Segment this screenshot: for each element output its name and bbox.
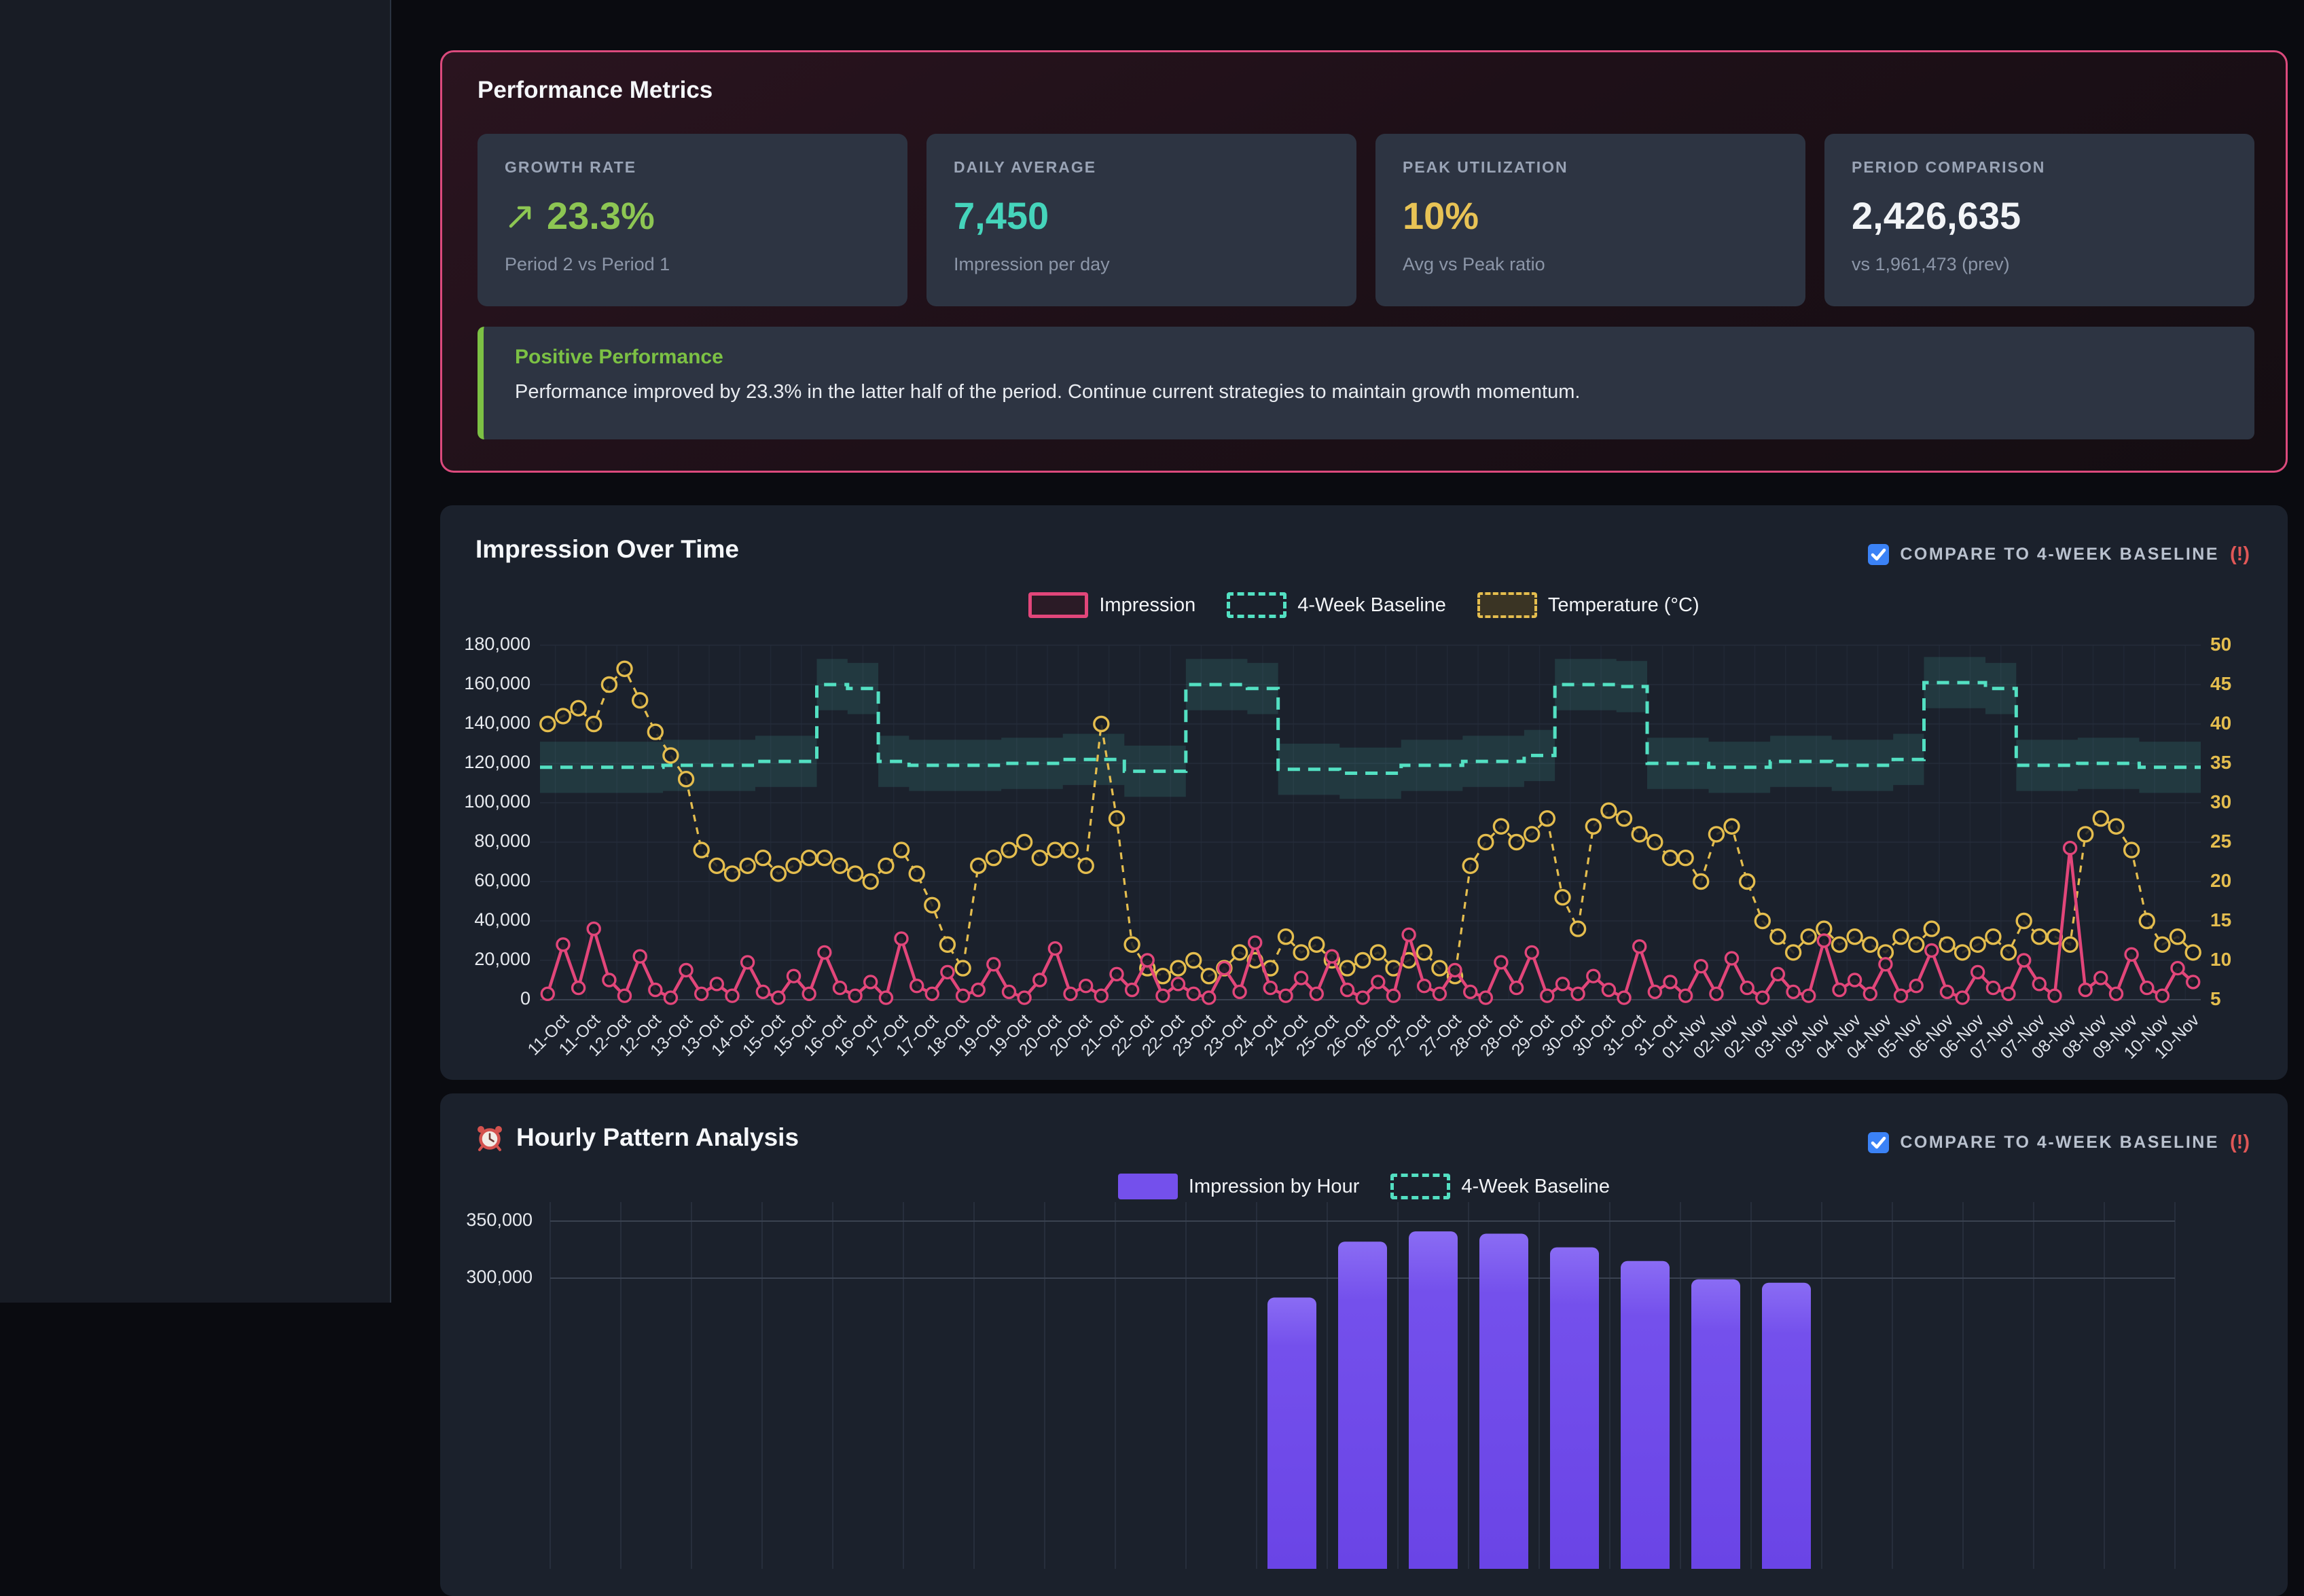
y-axis-left-tick: 160,000 — [464, 673, 530, 693]
y-axis-right-tick: 40 — [2210, 712, 2232, 733]
y-axis-right-tick: 5 — [2210, 988, 2221, 1009]
metric-value-text: 2,426,635 — [1852, 194, 2021, 237]
y-axis-right-tick: 10 — [2210, 949, 2232, 970]
impression-chart-legend: Impression 4-Week Baseline Temperature (… — [440, 592, 2288, 618]
metric-subtext: Avg vs Peak ratio — [1403, 254, 1545, 274]
y-axis-left-tick: 40,000 — [474, 909, 530, 930]
y-axis-right-tick: 20 — [2210, 870, 2232, 891]
y-axis-left-tick: 120,000 — [464, 752, 530, 772]
metric-value: 7,450 — [954, 197, 1329, 235]
metric-label: PEAK UTILIZATION — [1403, 158, 1568, 176]
metric-subtext: Impression per day — [954, 254, 1110, 274]
legend-item-impression: Impression — [1028, 592, 1195, 618]
hourly-pattern-card: Hourly Pattern Analysis COMPARE TO 4-WEE… — [440, 1093, 2288, 1596]
temperature-swatch — [1477, 592, 1537, 618]
hour-bar — [1621, 1261, 1670, 1569]
left-sidebar — [0, 0, 391, 1303]
legend-item-baseline: 4-Week Baseline — [1390, 1174, 1610, 1199]
compare-baseline-alert: (!) — [2230, 543, 2250, 565]
legend-label: Temperature (°C) — [1547, 594, 1699, 616]
performance-metrics-card: Performance Metrics GROWTH RATE 23.3% Pe… — [440, 50, 2288, 473]
y-axis-right-tick: 15 — [2210, 909, 2232, 930]
compare-baseline-alert: (!) — [2230, 1131, 2250, 1153]
compare-baseline-label: COMPARE TO 4-WEEK BASELINE — [1900, 1133, 2220, 1152]
impression-over-time-card: Impression Over Time COMPARE TO 4-WEEK B… — [440, 505, 2288, 1080]
y-axis-right-tick: 45 — [2210, 673, 2232, 694]
positive-performance-callout: Positive Performance Performance improve… — [478, 327, 2254, 439]
compare-baseline-control[interactable]: COMPARE TO 4-WEEK BASELINE (!) — [1868, 543, 2250, 566]
hour-bar — [1409, 1231, 1458, 1569]
y-axis-left-tick: 20,000 — [474, 949, 530, 969]
legend-label: 4-Week Baseline — [1461, 1175, 1610, 1197]
metric-subtext: vs 1,961,473 (prev) — [1852, 254, 2010, 274]
check-icon — [1871, 548, 1886, 561]
y-axis-left-tick: 100,000 — [464, 791, 530, 812]
y-axis-left-tick: 80,000 — [474, 831, 530, 851]
metric-label: DAILY AVERAGE — [954, 158, 1097, 176]
hourly-chart-legend: Impression by Hour 4-Week Baseline — [440, 1174, 2288, 1199]
y-axis-right-tick: 50 — [2210, 634, 2232, 655]
hour-bar — [1479, 1233, 1528, 1569]
trend-up-arrow-icon — [509, 206, 531, 228]
y-axis-left-tick: 180,000 — [464, 634, 530, 654]
alarm-clock-icon — [478, 1126, 502, 1151]
y-axis-right-tick: 25 — [2210, 831, 2232, 852]
metric-subtext: Period 2 vs Period 1 — [505, 254, 670, 274]
baseline-swatch — [1227, 592, 1287, 618]
metric-value-text: 7,450 — [954, 194, 1049, 237]
hour-bar — [1338, 1241, 1387, 1569]
x-axis-labels: 11-Oct 11-Oct 12-Oct 12-Oct 13-Oct 13-Oct 14-O… — [524, 1005, 2203, 1093]
callout-body: Performance improved by 23.3% in the lat… — [515, 381, 1581, 403]
metric-value: 10% — [1403, 197, 1778, 235]
legend-label: Impression — [1099, 594, 1196, 616]
metric-card-growth-rate: GROWTH RATE 23.3% Period 2 vs Period 1 — [478, 134, 907, 306]
metric-cards-row: GROWTH RATE 23.3% Period 2 vs Period 1 D… — [478, 134, 2254, 306]
hourly-chart-title-text: Hourly Pattern Analysis — [516, 1123, 799, 1151]
check-icon — [1871, 1136, 1886, 1149]
compare-baseline-checkbox[interactable] — [1868, 1132, 1890, 1153]
legend-item-impression-by-hour: Impression by Hour — [1117, 1174, 1360, 1199]
y-axis-tick: 350,000 — [466, 1210, 533, 1230]
metric-value: 2,426,635 — [1852, 197, 2227, 235]
hourly-chart-title: Hourly Pattern Analysis — [475, 1123, 799, 1152]
y-axis-left-tick: 60,000 — [474, 870, 530, 890]
y-axis-left-tick: 140,000 — [464, 712, 530, 733]
y-axis-tick: 300,000 — [466, 1267, 533, 1287]
metric-label: PERIOD COMPARISON — [1852, 158, 2046, 176]
compare-baseline-label: COMPARE TO 4-WEEK BASELINE — [1900, 545, 2220, 564]
hour-bar — [1267, 1297, 1316, 1569]
compare-baseline-control[interactable]: COMPARE TO 4-WEEK BASELINE (!) — [1868, 1131, 2250, 1154]
metric-value-text: 10% — [1403, 194, 1479, 237]
impression-time-series-plot: 180,000 50 160,000 45 140,000 40 120,000 35 100,… — [464, 634, 2231, 1063]
metric-value-text: 23.3% — [547, 194, 655, 237]
legend-item-temperature: Temperature (°C) — [1477, 592, 1699, 618]
performance-metrics-title: Performance Metrics — [478, 77, 713, 103]
y-axis-right-tick: 30 — [2210, 791, 2232, 812]
compare-baseline-checkbox[interactable] — [1868, 544, 1890, 565]
metric-value: 23.3% — [505, 197, 880, 235]
hour-bar — [1762, 1282, 1811, 1569]
hour-bar — [1691, 1279, 1740, 1569]
baseline-swatch — [1390, 1174, 1451, 1199]
hourly-bar-plot: 350,000 300,000 — [466, 1202, 2176, 1569]
legend-label: Impression by Hour — [1188, 1175, 1360, 1197]
hour-bar — [1550, 1247, 1599, 1569]
callout-title: Positive Performance — [515, 346, 723, 368]
impression-chart-title: Impression Over Time — [475, 535, 739, 563]
y-axis-right-tick: 35 — [2210, 752, 2232, 773]
metric-label: GROWTH RATE — [505, 158, 637, 176]
y-axis-left-tick: 0 — [520, 988, 530, 1009]
impression-by-hour-swatch — [1117, 1174, 1178, 1199]
metric-card-period-comparison: PERIOD COMPARISON 2,426,635 vs 1,961,473… — [1824, 134, 2254, 306]
metric-card-peak-utilization: PEAK UTILIZATION 10% Avg vs Peak ratio — [1375, 134, 1805, 306]
metric-card-daily-average: DAILY AVERAGE 7,450 Impression per day — [926, 134, 1356, 306]
legend-item-baseline: 4-Week Baseline — [1227, 592, 1446, 618]
legend-label: 4-Week Baseline — [1297, 594, 1446, 616]
impression-swatch — [1028, 592, 1089, 618]
